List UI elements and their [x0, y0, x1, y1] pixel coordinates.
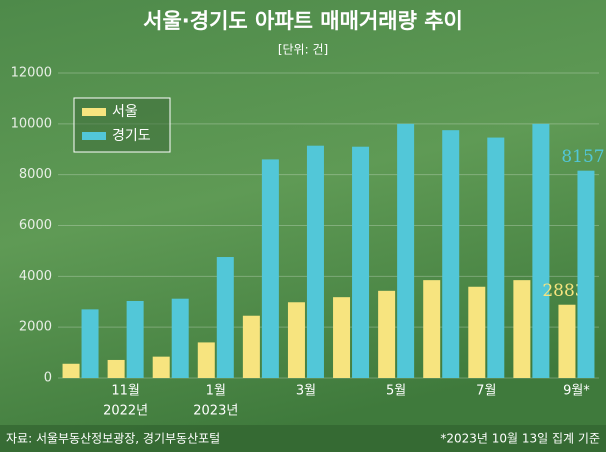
note: *2023년 10월 13일 집계 기준: [440, 432, 600, 446]
bar: [62, 363, 80, 378]
legend-swatch: [82, 108, 106, 116]
chart-subtitle: [단위: 건]: [278, 43, 328, 57]
bar: [333, 297, 351, 378]
footer-band: [0, 425, 606, 452]
y-tick-label: 4000: [19, 269, 52, 284]
bar: [107, 359, 125, 378]
bar: [513, 280, 531, 378]
bar: [558, 304, 576, 378]
y-tick-label: 6000: [19, 218, 52, 233]
bar: [216, 257, 234, 378]
bar: [152, 356, 170, 378]
y-tick-label: 10000: [11, 116, 52, 131]
bar: [442, 130, 460, 378]
bar: [171, 298, 189, 378]
y-tick-label: 2000: [19, 320, 52, 335]
y-tick-label: 8000: [19, 167, 52, 182]
y-tick-label: 12000: [11, 66, 52, 81]
bar: [532, 123, 550, 378]
bar: [306, 145, 324, 378]
y-tick-label: 0: [44, 371, 52, 386]
legend-label: 경기도: [112, 128, 151, 144]
bar: [242, 315, 260, 378]
bar: [261, 159, 279, 378]
source: 자료: 서울부동산정보광장, 경기부동산포털: [6, 432, 220, 446]
bar: [397, 123, 415, 378]
bar: [378, 290, 396, 378]
bar: [468, 286, 486, 378]
value-label: 2883: [542, 281, 585, 301]
bar: [197, 342, 215, 378]
x-sublabel: 2023년: [193, 404, 238, 419]
legend-box: [73, 97, 171, 153]
legend-label: 서울: [112, 104, 138, 120]
x-tick-label: 11월: [111, 384, 140, 399]
value-label: 8157: [561, 147, 604, 167]
x-tick-label: 9월*: [563, 384, 590, 399]
x-tick-label: 3월: [296, 384, 316, 399]
x-tick-label: 5월: [386, 384, 406, 399]
x-tick-label: 7월: [476, 384, 496, 399]
x-sublabel: 2022년: [103, 404, 148, 419]
x-tick-label: 1월: [206, 384, 226, 399]
chart-title: 서울·경기도 아파트 매매거래량 추이: [143, 9, 463, 33]
bar: [352, 146, 370, 378]
bar: [81, 309, 99, 378]
bar: [126, 300, 144, 378]
bar: [487, 137, 505, 378]
bar: [287, 302, 305, 378]
bar: [423, 280, 441, 378]
legend-swatch: [82, 132, 106, 140]
bar: [577, 170, 595, 378]
